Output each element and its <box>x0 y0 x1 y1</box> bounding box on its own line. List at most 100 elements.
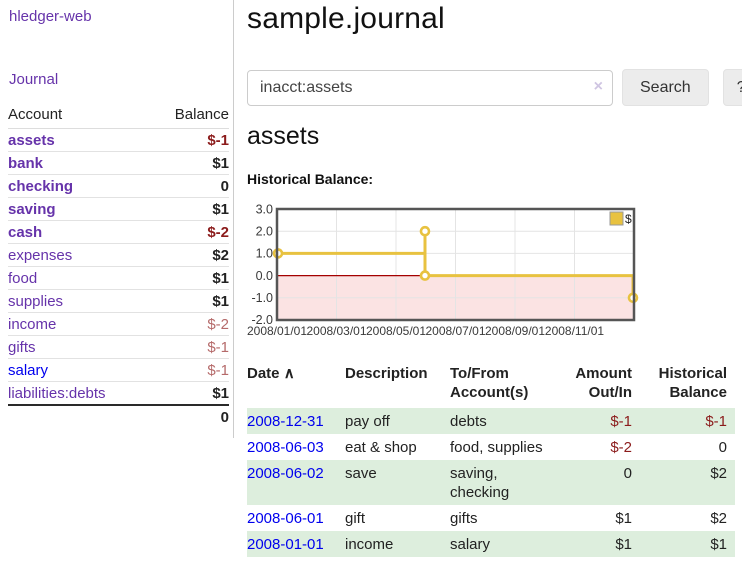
account-row: salary $-1 <box>8 358 229 382</box>
transaction-amount: $1 <box>615 509 632 527</box>
transaction-amount: 0 <box>623 464 632 482</box>
svg-text:2.0: 2.0 <box>256 225 273 239</box>
account-balance: $1 <box>150 289 229 313</box>
transaction-date-link[interactable]: 2008-06-02 <box>247 464 324 482</box>
transaction-balance: $1 <box>710 535 727 553</box>
accounts-total-balance: 0 <box>150 404 229 429</box>
transaction-description: gift <box>345 509 366 527</box>
account-balance: 0 <box>150 174 229 198</box>
svg-text:2008/05/01: 2008/05/01 <box>366 324 426 338</box>
transaction-row: 2008-12-31 pay off debts $-1 $-1 <box>247 408 735 434</box>
account-row: assets $-1 <box>8 128 229 152</box>
svg-text:2008/11/01: 2008/11/01 <box>545 324 604 338</box>
account-link-saving[interactable]: saving <box>8 200 56 218</box>
account-balance: $-1 <box>150 358 229 382</box>
svg-text:2008/01/01: 2008/01/01 <box>247 324 307 338</box>
transaction-balance: $2 <box>710 509 727 527</box>
col-header-amount: Amount Out/In <box>575 365 632 401</box>
account-link-expenses[interactable]: expenses <box>8 246 73 264</box>
accounts-table: Account Balance assets $-1 bank $1 check… <box>8 103 229 429</box>
accounts-total-row: 0 <box>8 404 229 429</box>
transaction-accounts: debts <box>450 412 487 430</box>
account-link-food[interactable]: food <box>8 269 38 287</box>
chart-plot-border <box>275 207 636 322</box>
account-link-income[interactable]: income <box>8 315 57 333</box>
transaction-date-link[interactable]: 2008-06-03 <box>247 438 324 456</box>
transaction-row: 2008-06-01 gift gifts $1 $2 <box>247 505 735 531</box>
transaction-row: 2008-06-02 save saving, checking 0 $2 <box>247 460 735 505</box>
account-balance: $-2 <box>150 312 229 336</box>
account-balance: $-2 <box>150 220 229 244</box>
svg-text:-1.0: -1.0 <box>251 291 273 305</box>
transaction-amount: $-2 <box>610 438 632 456</box>
svg-text:0.0: 0.0 <box>256 269 273 283</box>
transaction-row: 2008-01-01 income salary $1 $1 <box>247 531 735 557</box>
accounts-header-balance: Balance <box>150 103 229 129</box>
transaction-description: income <box>345 535 394 553</box>
account-link-liabilities-debts[interactable]: liabilities:debts <box>8 384 106 402</box>
account-link-supplies[interactable]: supplies <box>8 292 64 310</box>
chart-title: Historical Balance: <box>247 171 374 187</box>
account-row: expenses $2 <box>8 243 229 267</box>
nav-journal-link[interactable]: Journal <box>9 71 59 88</box>
account-row: gifts $-1 <box>8 335 229 359</box>
account-balance: $1 <box>150 266 229 290</box>
account-link-assets[interactable]: assets <box>8 131 55 149</box>
search-input[interactable] <box>247 69 613 106</box>
account-row: food $1 <box>8 266 229 290</box>
transaction-amount: $1 <box>615 535 632 553</box>
main-content: sample.journal × Search ? assets Histori… <box>247 0 742 557</box>
account-row: supplies $1 <box>8 289 229 313</box>
transactions-table: Date ∧ Description To/From Account(s) Am… <box>247 362 735 557</box>
account-balance: $1 <box>150 197 229 221</box>
account-link-checking[interactable]: checking <box>8 177 74 195</box>
transaction-date-link[interactable]: 2008-01-01 <box>247 535 324 553</box>
brand-link[interactable]: hledger-web <box>9 8 92 25</box>
transaction-description: eat & shop <box>345 438 417 456</box>
account-link-gifts[interactable]: gifts <box>8 338 36 356</box>
account-link-salary[interactable]: salary <box>8 361 49 379</box>
help-button[interactable]: ? <box>722 69 742 106</box>
sort-ascending-icon: ∧ <box>283 365 295 382</box>
col-header-description: Description <box>345 365 428 382</box>
legend-label: $ <box>625 212 632 226</box>
accounts-header-account: Account <box>8 103 151 129</box>
transaction-accounts: gifts <box>450 509 478 527</box>
account-heading: assets <box>247 122 320 150</box>
transaction-accounts: food, supplies <box>450 438 543 456</box>
account-row: checking 0 <box>8 174 229 198</box>
transaction-description: save <box>345 464 377 482</box>
account-row: cash $-2 <box>8 220 229 244</box>
account-row: income $-2 <box>8 312 229 336</box>
transaction-row: 2008-06-03 eat & shop food, supplies $-2… <box>247 434 735 460</box>
search-form: × Search ? <box>247 69 742 106</box>
transaction-amount: $-1 <box>610 412 632 430</box>
account-link-bank[interactable]: bank <box>8 154 44 172</box>
page-title: sample.journal <box>247 2 445 35</box>
account-row: saving $1 <box>8 197 229 221</box>
svg-text:3.0: 3.0 <box>256 203 273 217</box>
search-button[interactable]: Search <box>622 69 709 106</box>
transaction-balance: $-1 <box>705 412 727 430</box>
col-header-date[interactable]: Date ∧ <box>247 362 345 408</box>
sidebar: hledger-web Journal Account Balance asse… <box>0 0 234 438</box>
account-row: bank $1 <box>8 151 229 175</box>
transaction-date-link[interactable]: 2008-06-01 <box>247 509 324 527</box>
account-balance: $1 <box>150 151 229 175</box>
transaction-date-link[interactable]: 2008-12-31 <box>247 412 324 430</box>
col-header-accounts: To/From Account(s) <box>450 365 529 401</box>
svg-text:-2.0: -2.0 <box>251 313 273 327</box>
account-link-cash[interactable]: cash <box>8 223 43 241</box>
svg-text:2008/09/01: 2008/09/01 <box>485 324 545 338</box>
account-balance: $2 <box>150 243 229 267</box>
account-balance: $-1 <box>150 128 229 152</box>
account-row: liabilities:debts $1 <box>8 381 229 406</box>
legend-swatch <box>609 211 624 226</box>
transaction-description: pay off <box>345 412 390 430</box>
account-balance: $-1 <box>150 335 229 359</box>
svg-text:2008/07/01: 2008/07/01 <box>425 324 485 338</box>
transaction-accounts: saving, checking <box>450 464 510 501</box>
transaction-accounts: salary <box>450 535 491 553</box>
col-header-date-label: Date <box>247 365 280 382</box>
clear-search-icon[interactable]: × <box>593 77 603 95</box>
